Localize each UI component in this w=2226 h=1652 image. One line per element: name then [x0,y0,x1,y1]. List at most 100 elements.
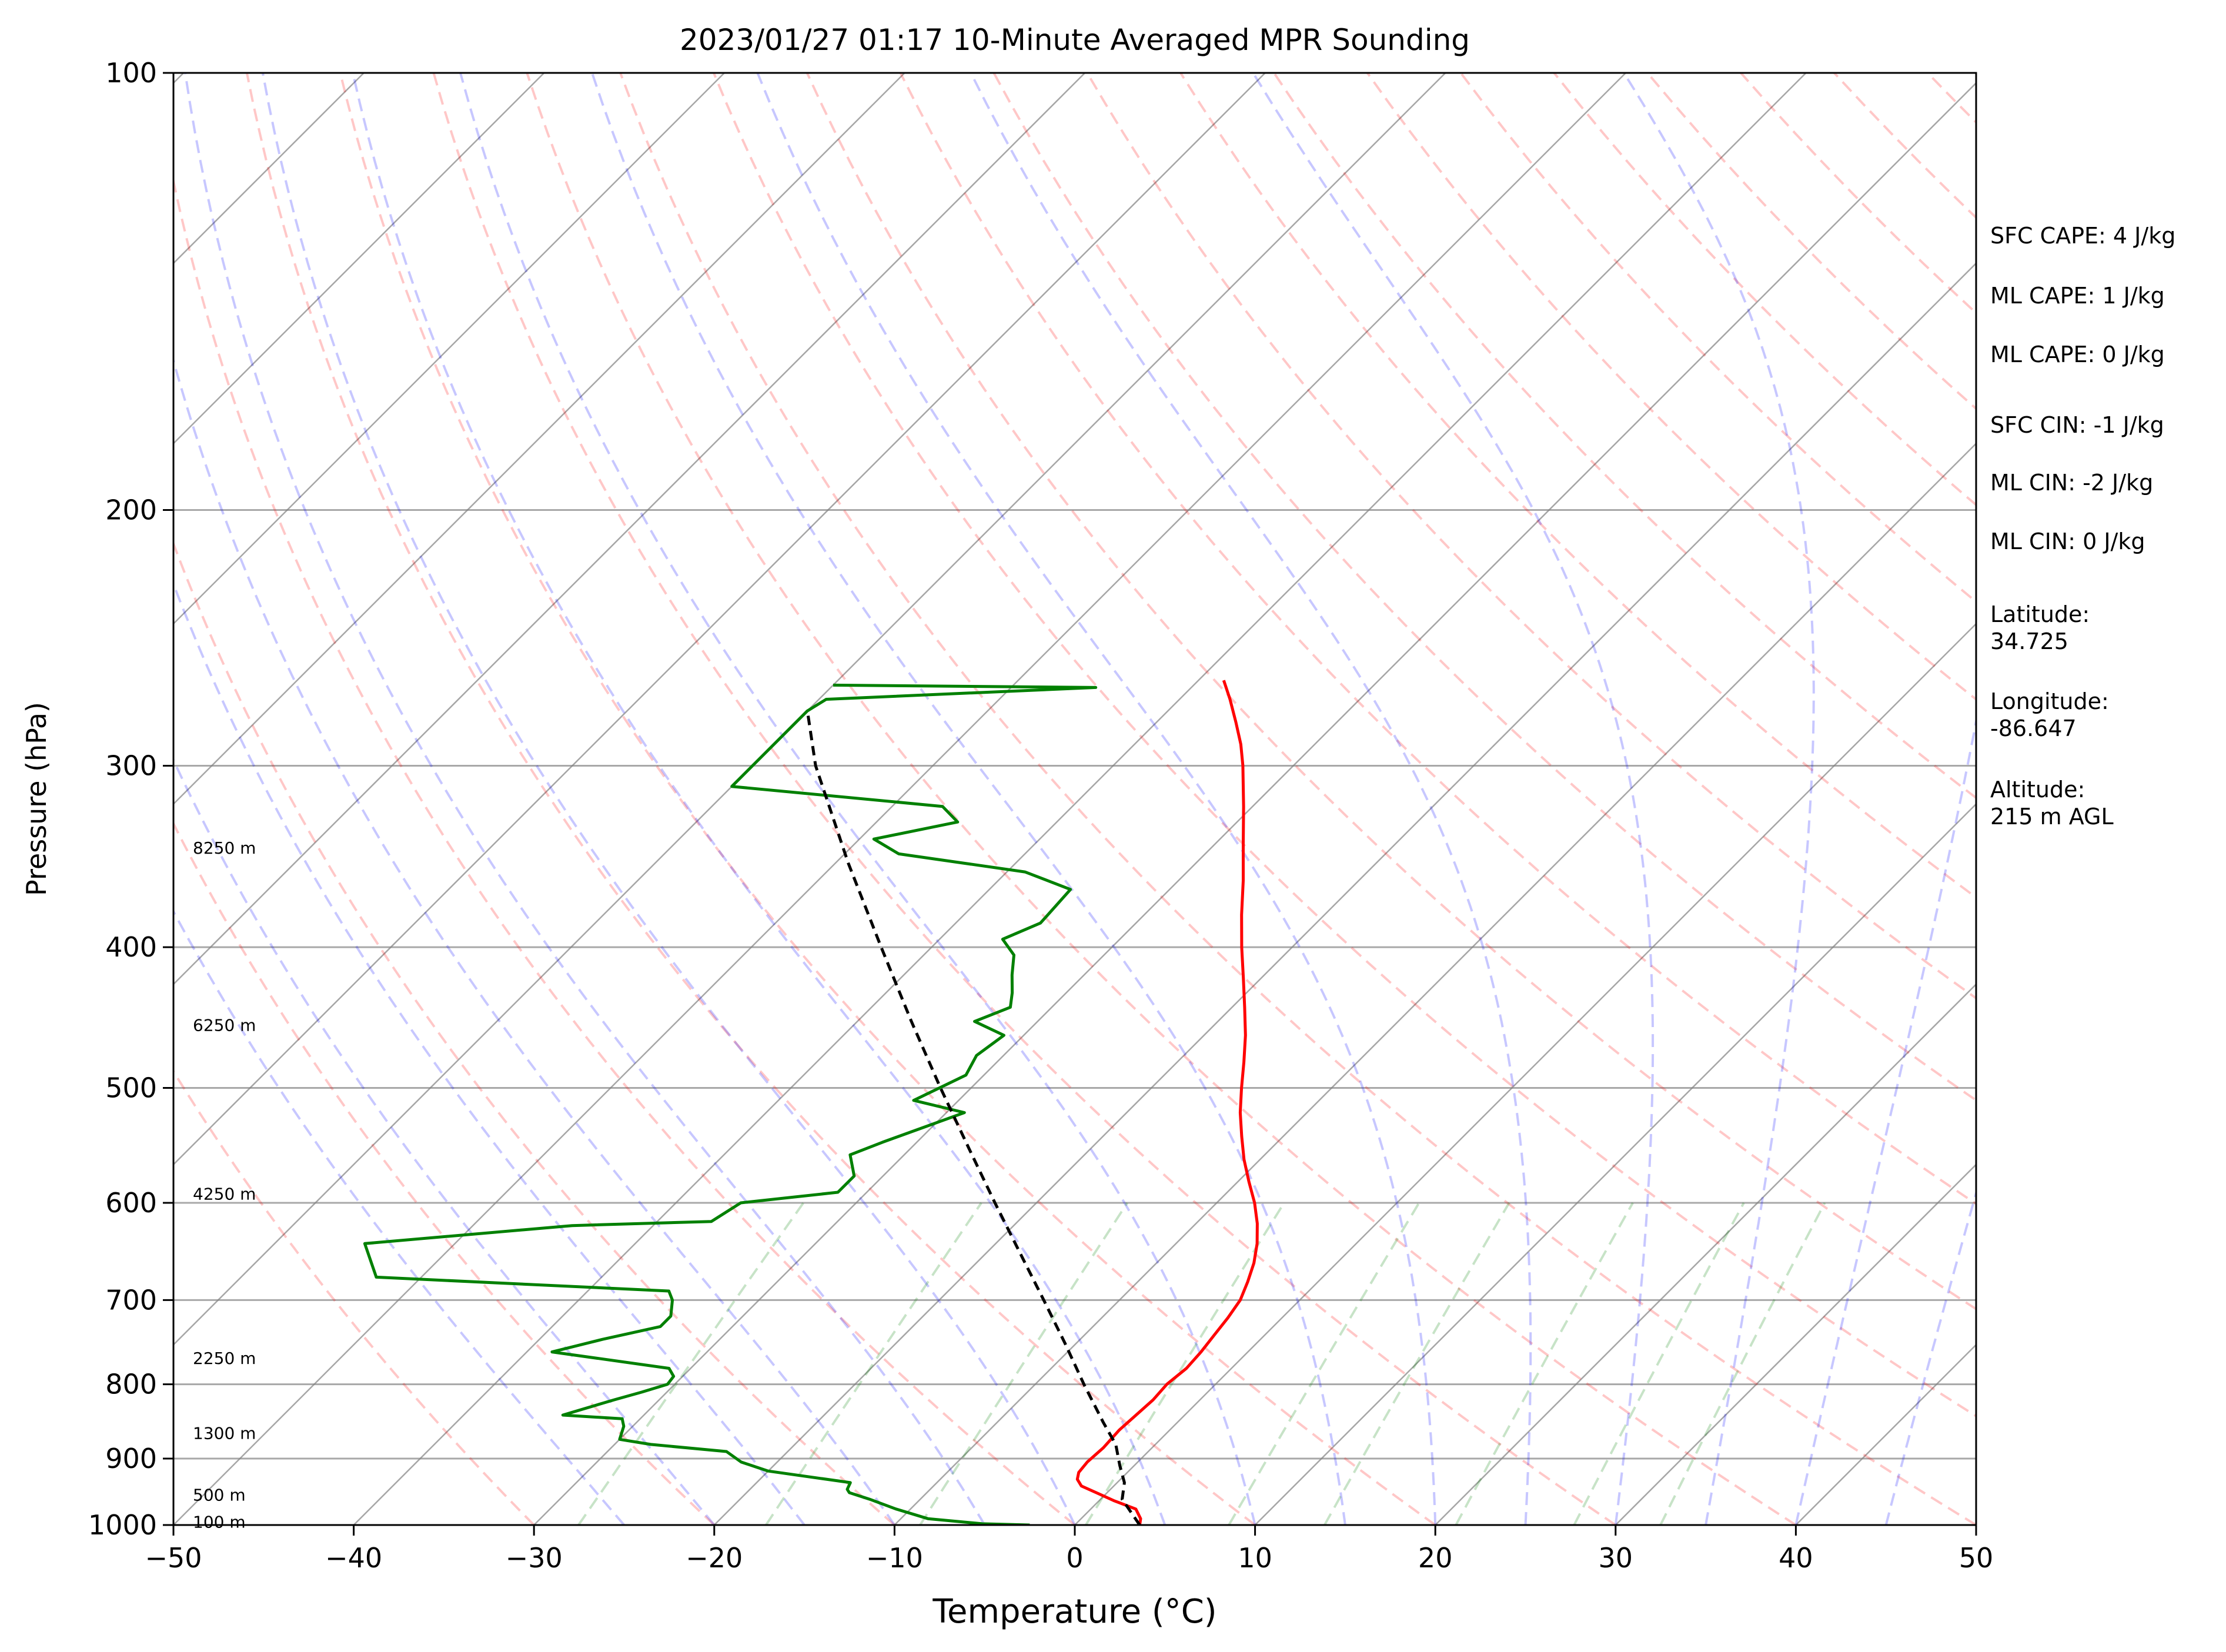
latitude-label: Latitude: [1990,601,2090,627]
x-tick-label: −20 [686,1542,743,1574]
ml-cin-value: ML CIN: -2 J/kg [1990,470,2153,496]
height-label: 8250 m [193,838,256,858]
moist-adiabat-line [261,73,1076,1525]
y-tick-label: 400 [105,931,157,963]
isotherm-line [1615,1163,1976,1525]
y-tick-label: 500 [105,1072,157,1103]
y-tick-label: 800 [105,1369,157,1400]
dry-adiabat-line [339,73,1436,1525]
moist-adiabat-line [970,73,1532,1525]
dry-adiabat-line [805,73,1976,1311]
dry-adiabat-line [992,73,1976,1102]
dry-adiabat-line [619,73,1976,1525]
moist-adiabat-line [184,73,986,1525]
height-label: 500 m [193,1485,246,1504]
data-lines [363,680,1259,1525]
background-lines [173,73,1976,1525]
isotherm-line [1254,802,1976,1525]
isotherm-line [1435,983,1976,1525]
x-tick-label: 40 [1779,1542,1813,1574]
temperature-profile [1075,680,1259,1525]
longitude-value: -86.647 [1990,715,2077,741]
moist-adiabat-line [352,73,1167,1525]
isotherm-line [713,262,1976,1525]
mixing-ratio-line [577,1202,805,1525]
x-tick-label: 0 [1066,1542,1083,1574]
dry-adiabat-line [173,540,895,1525]
mixing-ratio-line [1659,1202,1826,1525]
moist-adiabat-line [756,73,1437,1525]
x-axis-ticks: −50 −40 −30 −20 −10 0 10 20 30 40 50 [145,1525,1993,1574]
moist-adiabat-line [1884,1189,1976,1525]
x-tick-label: 30 [1599,1542,1633,1574]
ml-cin-value-2: ML CIN: 0 J/kg [1990,529,2145,554]
height-label: 100 m [193,1513,246,1532]
x-tick-label: 10 [1238,1542,1272,1574]
height-labels: 8250 m 6250 m 4250 m 2250 m 1300 m 500 m 100 m [193,838,256,1532]
y-tick-label: 1000 [88,1509,157,1541]
moist-adiabat-line [1623,73,1815,1525]
height-label: 6250 m [193,1016,256,1035]
x-tick-label: 20 [1418,1542,1453,1574]
isotherm-line [173,73,725,625]
dry-adiabat-line [432,73,1616,1525]
moist-adiabat-line [459,73,1256,1525]
x-tick-label: −40 [325,1542,382,1574]
isotherm-line [894,442,1976,1525]
dewpoint-profile [363,683,1098,1525]
dry-adiabat-line [173,821,716,1525]
moist-adiabat-line [173,757,716,1525]
moist-adiabat-line [173,356,896,1525]
ml-cape-value: ML CAPE: 1 J/kg [1990,283,2165,309]
mixing-ratio-line [1573,1202,1745,1525]
sfc-cin-value: SFC CIN: -1 J/kg [1990,412,2164,438]
x-tick-label: −30 [506,1542,563,1574]
isotherm-line [173,73,1446,1346]
height-label: 2250 m [193,1349,256,1368]
dry-adiabat-line [173,1069,535,1525]
mixing-ratio-line [1085,1202,1285,1525]
y-tick-label: 700 [105,1284,157,1316]
height-label: 1300 m [193,1423,256,1443]
parcel-profile [805,710,1141,1525]
mixing-ratio-line [765,1202,982,1525]
y-tick-label: 100 [105,57,157,89]
moist-adiabat-line [591,73,1346,1525]
sounding-info-panel: SFC CAPE: 4 J/kg ML CAPE: 1 J/kg ML CAPE… [1990,223,2175,830]
y-axis-label: Pressure (hPa) [21,702,52,896]
y-tick-label: 600 [105,1187,157,1219]
dry-adiabat-line [899,73,1976,1206]
isotherm-line [353,73,1807,1525]
isotherm-line [173,73,1266,1166]
moist-adiabat-line [173,909,626,1525]
isotherm-line [1074,623,1976,1525]
isotherm-line [173,73,1626,1525]
x-axis-label: Temperature (°C) [932,1593,1216,1631]
moist-adiabat-line [173,580,805,1525]
isotherm-line [533,82,1976,1525]
height-label: 4250 m [193,1185,256,1204]
dry-adiabat-line [526,73,1797,1525]
sfc-cape-value: SFC CAPE: 4 J/kg [1990,223,2175,249]
y-tick-label: 300 [105,750,157,781]
mixing-ratio-line [1455,1202,1634,1525]
chart-title: 2023/01/27 01:17 10-Minute Averaged MPR … [680,23,1470,57]
moist-adiabat-line [1794,715,1976,1525]
x-tick-label: −50 [145,1542,202,1574]
latitude-value: 34.725 [1990,628,2068,654]
x-tick-label: 50 [1959,1542,1994,1574]
isotherm-line [173,73,905,805]
longitude-label: Longitude: [1990,688,2109,714]
altitude-label: Altitude: [1990,777,2085,802]
mixing-ratio-line [919,1202,1129,1525]
mixing-ratio-line [1228,1202,1421,1525]
dry-adiabat-line [713,73,1976,1418]
altitude-value: 215 m AGL [1990,804,2114,830]
x-tick-label: −10 [866,1542,923,1574]
ml-cape-value-2: ML CAPE: 0 J/kg [1990,342,2165,367]
isotherm-line [173,73,545,445]
isotherm-line [173,73,1086,985]
y-axis-ticks: 100 200 300 400 500 600 700 800 900 1000 [88,57,173,1541]
dry-adiabat-line [1179,73,1976,899]
mixing-ratio-line [1323,1202,1510,1525]
